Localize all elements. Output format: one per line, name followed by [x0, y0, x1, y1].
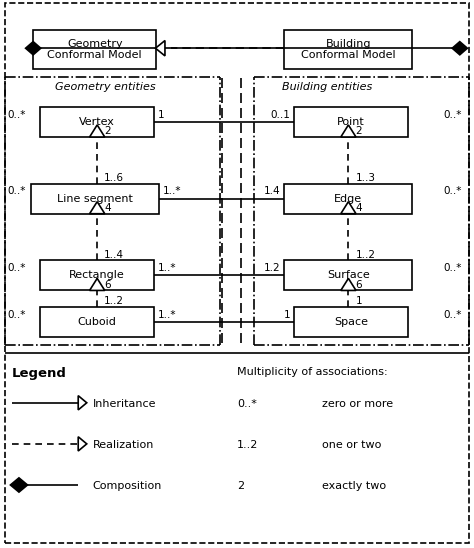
Text: Edge: Edge	[334, 193, 363, 204]
FancyBboxPatch shape	[31, 184, 159, 214]
Text: Space: Space	[334, 317, 368, 327]
Text: Composition: Composition	[92, 481, 162, 491]
FancyBboxPatch shape	[284, 184, 412, 214]
Text: 0..1: 0..1	[270, 110, 290, 119]
Polygon shape	[341, 278, 356, 290]
Polygon shape	[452, 42, 467, 55]
Polygon shape	[341, 125, 356, 137]
Text: 0..*: 0..*	[7, 310, 26, 319]
Text: 1..3: 1..3	[356, 173, 375, 183]
Text: 2: 2	[356, 126, 362, 136]
Text: 6: 6	[104, 279, 111, 290]
Text: 0..*: 0..*	[7, 186, 26, 196]
Text: 1: 1	[283, 310, 290, 319]
Text: 1: 1	[356, 296, 362, 306]
Polygon shape	[26, 42, 41, 55]
Polygon shape	[90, 278, 105, 290]
Text: Line segment: Line segment	[57, 193, 133, 204]
Text: Point: Point	[337, 117, 365, 127]
Text: 0..*: 0..*	[444, 110, 462, 119]
Text: Surface: Surface	[327, 270, 370, 281]
Text: 1..6: 1..6	[104, 173, 124, 183]
Text: Legend: Legend	[12, 367, 67, 380]
Text: Geometry
Conformal Model: Geometry Conformal Model	[47, 38, 142, 60]
Text: 0..*: 0..*	[444, 186, 462, 196]
Polygon shape	[78, 437, 87, 451]
Text: 4: 4	[104, 203, 111, 213]
Text: 1..*: 1..*	[158, 263, 176, 273]
Text: 0..*: 0..*	[444, 310, 462, 319]
Text: 2: 2	[104, 126, 111, 136]
Text: 1..4: 1..4	[104, 249, 124, 260]
Text: one or two: one or two	[322, 439, 382, 450]
FancyBboxPatch shape	[33, 30, 156, 68]
Text: 1..*: 1..*	[158, 310, 176, 319]
Text: Vertex: Vertex	[79, 117, 115, 127]
FancyBboxPatch shape	[294, 307, 408, 337]
Text: 0..*: 0..*	[444, 263, 462, 273]
Text: 4: 4	[356, 203, 362, 213]
FancyBboxPatch shape	[284, 260, 412, 290]
FancyBboxPatch shape	[294, 107, 408, 137]
Text: 1..2: 1..2	[104, 296, 124, 306]
Text: Inheritance: Inheritance	[92, 398, 156, 409]
FancyBboxPatch shape	[284, 30, 412, 68]
Polygon shape	[155, 41, 165, 56]
Polygon shape	[78, 396, 87, 410]
Text: 0..*: 0..*	[7, 110, 26, 119]
FancyBboxPatch shape	[40, 107, 154, 137]
Polygon shape	[341, 202, 356, 214]
Text: 1.2: 1.2	[264, 263, 281, 273]
Text: Cuboid: Cuboid	[78, 317, 117, 327]
Text: Geometry entities: Geometry entities	[55, 82, 155, 93]
Text: 0..*: 0..*	[237, 398, 257, 409]
FancyBboxPatch shape	[40, 307, 154, 337]
Text: 2: 2	[237, 481, 244, 491]
Text: 1: 1	[158, 110, 164, 119]
Text: 1..*: 1..*	[163, 186, 181, 196]
Polygon shape	[90, 125, 105, 137]
Text: zero or more: zero or more	[322, 398, 393, 409]
FancyBboxPatch shape	[40, 260, 154, 290]
Polygon shape	[10, 478, 27, 492]
Text: 1..2: 1..2	[356, 249, 375, 260]
Text: 6: 6	[356, 279, 362, 290]
Text: exactly two: exactly two	[322, 481, 386, 491]
Text: Building
Conformal Model: Building Conformal Model	[301, 38, 396, 60]
Text: Realization: Realization	[92, 439, 154, 450]
Text: Multiplicity of associations:: Multiplicity of associations:	[237, 367, 388, 377]
Text: Rectangle: Rectangle	[69, 270, 125, 281]
Polygon shape	[90, 202, 105, 214]
Text: 1.4: 1.4	[264, 186, 281, 196]
Text: Building entities: Building entities	[282, 82, 372, 93]
Text: 0..*: 0..*	[7, 263, 26, 273]
Text: 1..2: 1..2	[237, 439, 258, 450]
